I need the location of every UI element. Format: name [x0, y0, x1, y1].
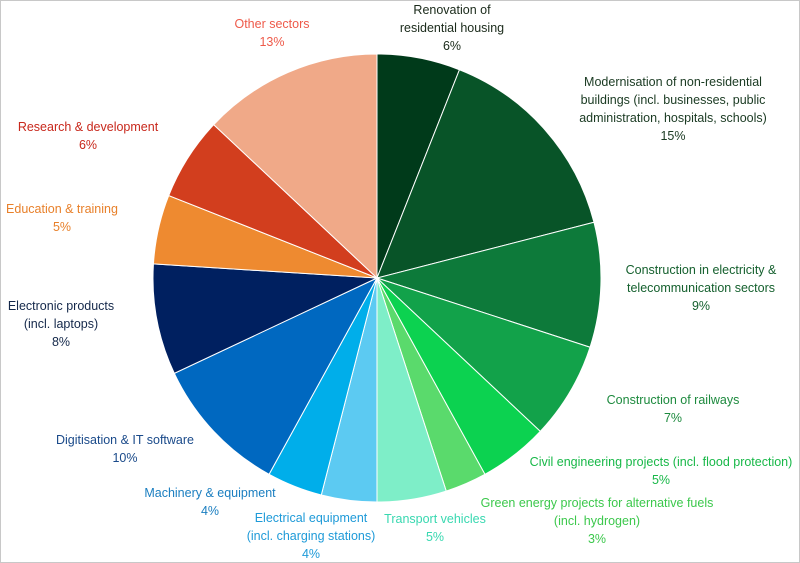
slice-category-line: Digitisation & IT software — [56, 433, 194, 447]
slice-category-line: Other sectors — [234, 17, 309, 31]
slice-category-line: Modernisation of non-residential — [584, 75, 762, 89]
slice-category-line: Construction of railways — [607, 393, 740, 407]
slice-category-line: Electronic products — [8, 299, 114, 313]
pie-slice-modernisation-of-non-residential-buildin — [376, 69, 595, 279]
slice-label-electronic-products-incl-laptops: Electronic products (incl. laptops) 8% — [8, 299, 114, 349]
slice-value-label: 13% — [259, 35, 284, 49]
slice-value-label: 4% — [201, 504, 219, 518]
pie-slice-other-sectors — [213, 53, 378, 280]
slice-category-line: (incl. charging stations) — [247, 529, 376, 543]
slice-category-line: Electrical equipment — [255, 511, 368, 525]
slice-label-green-energy-projects-for-alternative-fu: Green energy projects for alternative fu… — [481, 496, 714, 546]
slice-value-label: 7% — [664, 411, 682, 425]
slice-value-label: 5% — [53, 220, 71, 234]
slice-value-label: 10% — [112, 451, 137, 465]
slice-category-line: Renovation of — [413, 3, 491, 17]
slice-label-transport-vehicles: Transport vehicles 5% — [384, 512, 486, 544]
slice-value-label: 15% — [660, 129, 685, 143]
slice-label-civil-engineering-projects-incl-flood-pr: Civil engineering projects (incl. flood … — [530, 455, 793, 487]
slice-category-line: Green energy projects for alternative fu… — [481, 496, 714, 510]
slice-value-label: 4% — [302, 547, 320, 561]
slice-category-line: Civil engineering projects (incl. flood … — [530, 455, 793, 469]
slice-value-label: 3% — [588, 532, 606, 546]
slice-value-label: 6% — [443, 39, 461, 53]
slice-label-construction-in-electricity-telecommunic: Construction in electricity & telecommuni… — [626, 263, 777, 313]
slice-label-other-sectors: Other sectors 13% — [234, 17, 309, 49]
slice-label-digitisation-it-software: Digitisation & IT software 10% — [56, 433, 194, 465]
slice-category-line: telecommunication sectors — [627, 281, 775, 295]
slice-category-line: Research & development — [18, 120, 159, 134]
slice-category-line: Machinery & equipment — [144, 486, 276, 500]
slice-label-machinery-equipment: Machinery & equipment 4% — [144, 486, 276, 518]
pie-labels: Renovation of residential housing 6% Modern… — [6, 3, 792, 561]
slice-label-modernisation-of-non-residential-buildin: Modernisation of non-residential building… — [579, 75, 767, 143]
pie-slices — [152, 53, 602, 503]
slice-category-line: residential housing — [400, 21, 504, 35]
pie-slice-construction-in-electricity-telecommunic — [375, 221, 602, 348]
slice-label-education-training: Education & training 5% — [6, 202, 118, 234]
slice-value-label: 9% — [692, 299, 710, 313]
slice-label-research-development: Research & development 6% — [18, 120, 159, 152]
slice-category-line: (incl. hydrogen) — [554, 514, 640, 528]
slice-category-line: Transport vehicles — [384, 512, 486, 526]
slice-category-line: administration, hospitals, schools) — [579, 111, 767, 125]
pie-slice-digitisation-it-software — [173, 276, 379, 475]
slice-value-label: 5% — [426, 530, 444, 544]
slice-value-label: 5% — [652, 473, 670, 487]
slice-category-line: Education & training — [6, 202, 118, 216]
slice-value-label: 8% — [52, 335, 70, 349]
pie-slice-electronic-products-incl-laptops — [152, 263, 378, 375]
slice-label-renovation-of-residential-housing: Renovation of residential housing 6% — [400, 3, 504, 53]
slice-category-line: (incl. laptops) — [24, 317, 98, 331]
slice-label-electrical-equipment-incl-charging-stati: Electrical equipment (incl. charging stat… — [247, 511, 376, 561]
slice-label-construction-of-railways: Construction of railways 7% — [607, 393, 740, 425]
slice-value-label: 6% — [79, 138, 97, 152]
slice-category-line: buildings (incl. businesses, public — [581, 93, 766, 107]
slice-category-line: Construction in electricity & — [626, 263, 777, 277]
